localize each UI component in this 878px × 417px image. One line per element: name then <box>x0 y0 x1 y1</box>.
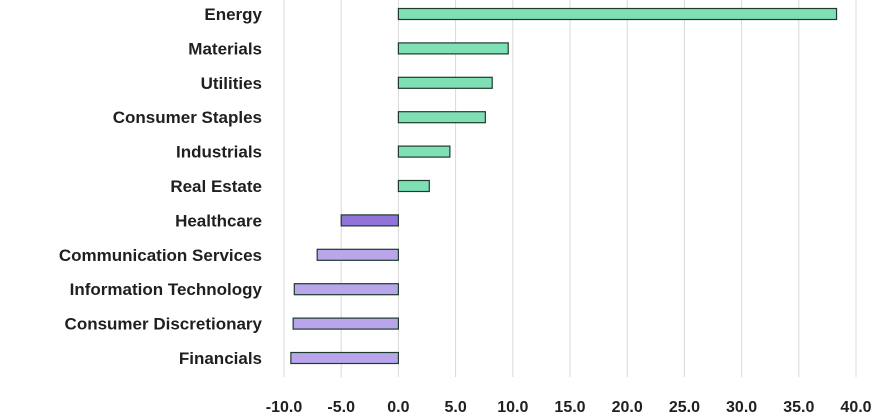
bar-communication-services <box>316 248 399 261</box>
x-tick-label: -5.0 <box>327 399 355 416</box>
category-label: Financials <box>179 349 262 368</box>
bar-utilities <box>397 76 493 89</box>
bar-materials <box>397 42 509 55</box>
bars <box>290 7 838 365</box>
x-axis-tick-labels: -10.0 -5.0 0.0 5.0 10.0 15.0 20.0 25.0 30.0 35.0 4… <box>266 399 872 416</box>
x-tick-label: -10.0 <box>266 399 303 416</box>
category-label: Healthcare <box>175 211 262 230</box>
category-label: Consumer Staples <box>113 108 262 127</box>
x-tick-label: 5.0 <box>444 399 466 416</box>
x-tick-label: 30.0 <box>726 399 757 416</box>
category-label: Energy <box>204 5 262 24</box>
category-label: Industrials <box>176 143 262 162</box>
category-label: Consumer Discretionary <box>65 315 263 334</box>
x-tick-label: 20.0 <box>612 399 643 416</box>
x-tick-label: 35.0 <box>783 399 814 416</box>
category-labels: Energy Materials Utilities Consumer Staples… <box>59 5 263 368</box>
category-label: Communication Services <box>59 246 262 265</box>
bar-consumer-discretionary <box>292 317 400 330</box>
category-label: Materials <box>188 39 262 58</box>
bar-industrials <box>397 145 451 158</box>
category-label: Utilities <box>201 74 262 93</box>
bar-consumer-staples <box>397 111 486 124</box>
x-tick-label: 0.0 <box>387 399 409 416</box>
bar-healthcare <box>340 214 400 227</box>
bar-real-estate <box>397 179 430 193</box>
category-label: Real Estate <box>170 177 262 196</box>
x-tick-label: 25.0 <box>669 399 700 416</box>
x-tick-label: 10.0 <box>497 399 528 416</box>
bar-information-technology <box>293 283 399 296</box>
x-tick-label: 15.0 <box>554 399 585 416</box>
x-tick-label: 40.0 <box>840 399 871 416</box>
category-label: Information Technology <box>70 280 263 299</box>
gridlines <box>283 0 857 377</box>
bar-financials <box>290 351 400 365</box>
bar-energy <box>397 7 838 21</box>
